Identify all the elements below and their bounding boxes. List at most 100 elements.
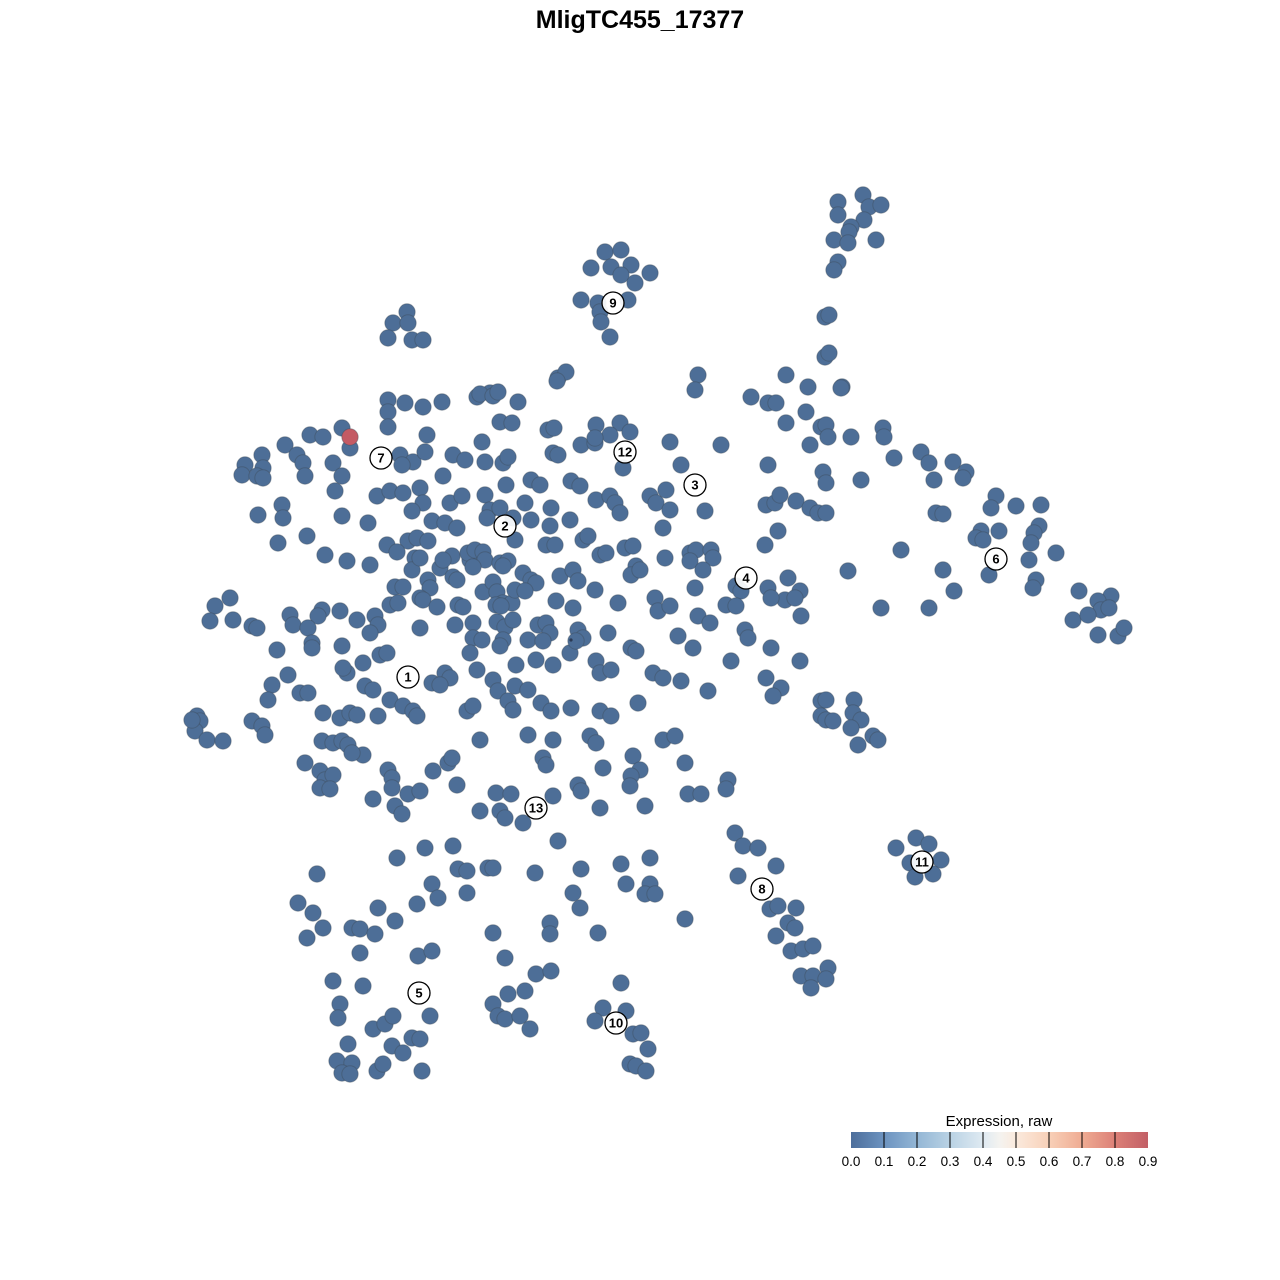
data-point: [403, 502, 421, 520]
data-point: [296, 754, 314, 772]
data-point: [418, 426, 436, 444]
data-point: [388, 849, 406, 867]
data-point: [769, 522, 787, 540]
data-point: [920, 599, 938, 617]
cluster-label-circle: [369, 446, 393, 470]
data-point: [887, 839, 905, 857]
data-point: [548, 372, 566, 390]
data-point: [686, 579, 704, 597]
data-point: [586, 581, 604, 599]
data-point: [594, 999, 612, 1017]
data-point: [198, 731, 216, 749]
data-point: [453, 487, 471, 505]
data-point: [1100, 599, 1118, 617]
data-point: [414, 398, 432, 416]
data-point: [484, 859, 502, 877]
data-point: [757, 669, 775, 687]
data-point: [379, 403, 397, 421]
data-point: [473, 433, 491, 451]
data-point: [429, 889, 447, 907]
cluster-label-number: 4: [742, 571, 750, 586]
legend-title: Expression, raw: [946, 1113, 1053, 1130]
data-point: [476, 453, 494, 471]
data-point: [990, 522, 1008, 540]
data-point: [1070, 582, 1088, 600]
data-point: [386, 912, 404, 930]
data-point: [699, 682, 717, 700]
data-point: [637, 1062, 655, 1080]
data-point: [825, 231, 843, 249]
data-point: [631, 561, 649, 579]
data-point: [298, 929, 316, 947]
data-point: [954, 469, 972, 487]
data-point: [934, 561, 952, 579]
data-point: [364, 790, 382, 808]
data-point: [696, 502, 714, 520]
data-point: [461, 644, 479, 662]
data-point: [408, 707, 426, 725]
data-point: [299, 684, 317, 702]
data-point: [817, 504, 835, 522]
data-point: [817, 474, 835, 492]
data-point: [428, 598, 446, 616]
data-point: [413, 1062, 431, 1080]
data-point: [502, 785, 520, 803]
data-point: [279, 666, 297, 684]
data-point: [464, 614, 482, 632]
data-point: [414, 331, 432, 349]
data-point: [885, 449, 903, 467]
data-point: [602, 661, 620, 679]
cluster-label-number: 12: [618, 445, 632, 460]
data-point: [434, 551, 452, 569]
legend-tick-label: 0.2: [908, 1154, 927, 1169]
legend-tick-label: 0.3: [941, 1154, 960, 1169]
data-point: [819, 428, 837, 446]
data-point: [762, 589, 780, 607]
data-point: [832, 379, 850, 397]
data-point: [351, 920, 369, 938]
data-point: [333, 467, 351, 485]
data-point: [316, 546, 334, 564]
data-point: [416, 839, 434, 857]
data-point: [627, 642, 645, 660]
data-point: [612, 974, 630, 992]
cluster-label-9: 9: [601, 291, 625, 315]
data-point: [256, 726, 274, 744]
data-point: [476, 486, 494, 504]
data-point: [516, 494, 534, 512]
data-point: [364, 681, 382, 699]
data-point: [1047, 544, 1065, 562]
data-point: [1115, 619, 1133, 637]
data-point: [779, 569, 797, 587]
cluster-label-number: 10: [609, 1016, 623, 1031]
data-point: [504, 701, 522, 719]
data-point: [622, 256, 640, 274]
cluster-label-12: 12: [613, 440, 637, 464]
data-point: [756, 536, 774, 554]
data-point: [339, 1035, 357, 1053]
cluster-label-number: 13: [529, 801, 543, 816]
chart-title: MligTC455_17377: [536, 6, 744, 34]
data-point: [314, 428, 332, 446]
data-point: [221, 589, 239, 607]
data-point: [787, 899, 805, 917]
data-point: [867, 231, 885, 249]
data-point: [669, 627, 687, 645]
legend-gradient-bar: [851, 1132, 1148, 1148]
tiny-data-point: [569, 638, 573, 642]
data-point: [519, 726, 537, 744]
data-point: [527, 965, 545, 983]
data-point: [464, 697, 482, 715]
cluster-label-circle: [910, 850, 934, 874]
data-point: [661, 597, 679, 615]
data-point: [591, 799, 609, 817]
data-point: [672, 456, 690, 474]
data-point: [303, 639, 321, 657]
data-point: [471, 802, 489, 820]
data-point: [403, 561, 421, 579]
data-point: [759, 456, 777, 474]
data-point: [214, 732, 232, 750]
data-point: [393, 456, 411, 474]
data-point: [492, 597, 510, 615]
data-point: [689, 366, 707, 384]
